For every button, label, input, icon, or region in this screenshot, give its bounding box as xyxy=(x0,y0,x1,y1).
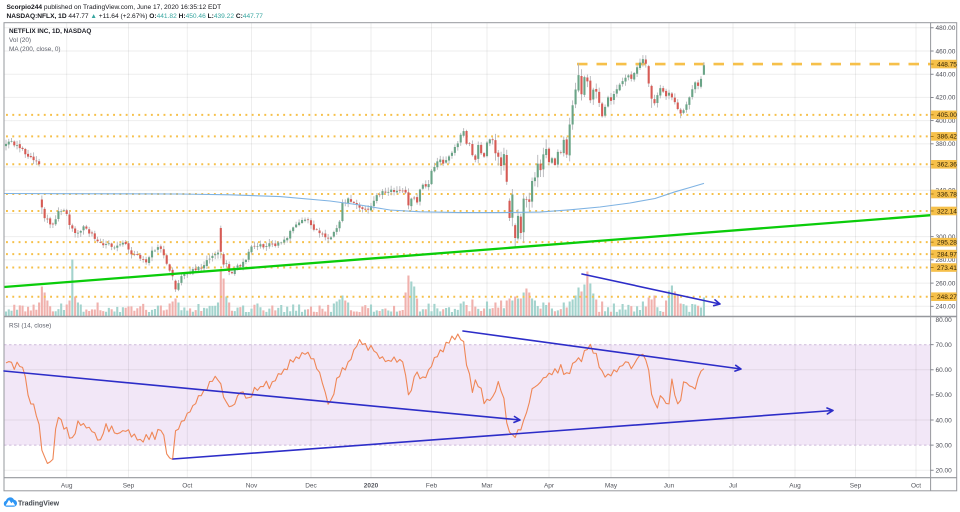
svg-text:260.00: 260.00 xyxy=(936,280,956,287)
svg-text:60.00: 60.00 xyxy=(936,367,953,374)
svg-text:Feb: Feb xyxy=(426,483,438,490)
svg-text:Jun: Jun xyxy=(664,483,675,490)
svg-text:248.27: 248.27 xyxy=(937,294,957,301)
svg-text:284.97: 284.97 xyxy=(937,251,957,258)
svg-text:386.42: 386.42 xyxy=(937,134,957,141)
svg-text:Sep: Sep xyxy=(123,483,135,490)
svg-text:362.36: 362.36 xyxy=(937,162,957,169)
svg-text:Apr: Apr xyxy=(544,483,555,490)
svg-text:Dec: Dec xyxy=(305,483,317,490)
svg-text:Scorpio244 published on Tradin: Scorpio244 published on TradingView.com,… xyxy=(7,4,222,11)
svg-text:400.00: 400.00 xyxy=(936,118,956,125)
svg-text:40.00: 40.00 xyxy=(936,417,953,424)
svg-text:Vol (20): Vol (20) xyxy=(9,37,31,44)
svg-text:448.75: 448.75 xyxy=(937,61,957,68)
svg-text:Oct: Oct xyxy=(182,483,192,490)
svg-text:TradingView: TradingView xyxy=(18,501,60,508)
svg-text:Jul: Jul xyxy=(729,483,738,490)
svg-text:30.00: 30.00 xyxy=(936,442,953,449)
svg-text:Nov: Nov xyxy=(246,483,258,490)
svg-text:May: May xyxy=(605,483,618,490)
svg-text:240.00: 240.00 xyxy=(936,304,956,311)
svg-text:280.00: 280.00 xyxy=(936,257,956,264)
svg-text:NETFLIX INC, 1D, NASDAQ: NETFLIX INC, 1D, NASDAQ xyxy=(9,28,91,35)
svg-text:460.00: 460.00 xyxy=(936,48,956,55)
svg-text:Aug: Aug xyxy=(61,483,73,490)
svg-text:380.00: 380.00 xyxy=(936,141,956,148)
svg-text:20.00: 20.00 xyxy=(936,468,953,475)
svg-text:300.00: 300.00 xyxy=(936,234,956,241)
svg-text:405.00: 405.00 xyxy=(937,112,957,119)
svg-text:Aug: Aug xyxy=(789,483,801,490)
svg-text:2020: 2020 xyxy=(364,483,379,490)
svg-text:480.00: 480.00 xyxy=(936,25,956,32)
svg-text:322.14: 322.14 xyxy=(937,208,957,215)
svg-text:336.78: 336.78 xyxy=(937,191,957,198)
svg-text:295.28: 295.28 xyxy=(937,239,957,246)
svg-text:RSI (14, close): RSI (14, close) xyxy=(9,323,51,330)
svg-text:MA (200, close, 0): MA (200, close, 0) xyxy=(9,46,61,53)
svg-text:50.00: 50.00 xyxy=(936,392,953,399)
svg-text:80.00: 80.00 xyxy=(936,317,953,324)
svg-text:420.00: 420.00 xyxy=(936,95,956,102)
svg-text:NASDAQ:NFLX, 1D 447.77 ▲ +11.: NASDAQ:NFLX, 1D 447.77 ▲ +11.64 (+2.67%)… xyxy=(7,13,264,20)
svg-text:70.00: 70.00 xyxy=(936,342,953,349)
svg-text:440.00: 440.00 xyxy=(936,72,956,79)
svg-text:Sep: Sep xyxy=(850,483,862,490)
svg-text:Mar: Mar xyxy=(481,483,493,490)
svg-text:273.41: 273.41 xyxy=(937,265,957,272)
svg-text:Oct: Oct xyxy=(911,483,921,490)
